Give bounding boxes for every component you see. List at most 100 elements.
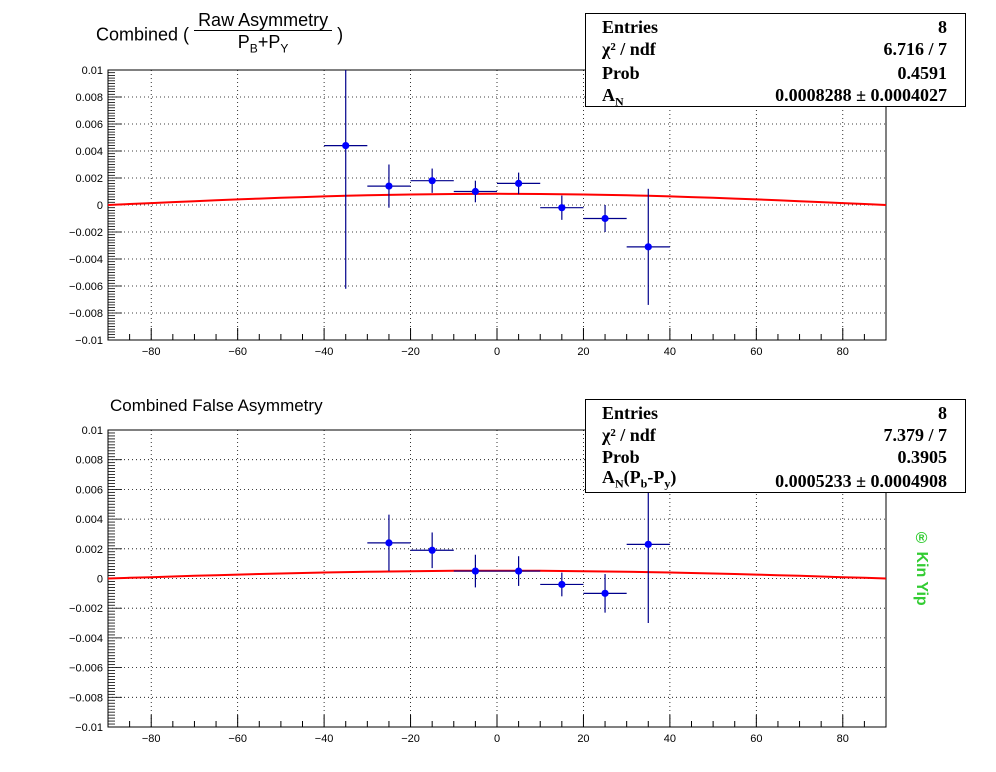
data-point: [367, 514, 411, 572]
stats-an-value: 0.0008288 ± 0.0004027: [775, 85, 947, 105]
data-point: [367, 164, 411, 208]
stats-prob-label: Prob: [602, 447, 640, 467]
panel1-title-denominator: PB+PY: [194, 31, 332, 60]
data-point: [453, 554, 497, 588]
data-point: [626, 188, 670, 305]
y-tick-label: 0.006: [75, 119, 103, 131]
y-tick-label: −0.01: [75, 722, 103, 734]
y-tick-label: 0.008: [75, 92, 103, 104]
data-point: [324, 70, 368, 289]
y-tick-label: 0.006: [75, 484, 103, 496]
point-marker: [558, 580, 566, 589]
point-marker: [342, 142, 350, 150]
stats-entries-row: Entries 8: [602, 402, 947, 424]
x-tick-label: −20: [401, 733, 420, 745]
y-tick-label: 0: [97, 200, 103, 212]
panel1-title-fraction: Raw Asymmetry PB+PY: [194, 10, 333, 60]
stats-an-row: AN(Pb-Py) 0.0005233 ± 0.0004908: [602, 466, 947, 491]
denom-plus-p: +P: [257, 32, 281, 52]
y-tick-label: −0.004: [69, 254, 103, 266]
stats-entries-row: Entries 8: [602, 16, 947, 38]
stats-chi-value: 6.716 / 7: [883, 39, 947, 59]
data-point: [583, 205, 627, 232]
y-tick-label: −0.008: [69, 692, 103, 704]
denom-sub-b: B: [249, 41, 258, 56]
x-tick-label: −80: [142, 733, 161, 745]
point-marker: [428, 546, 436, 554]
stats-an-value: 0.0005233 ± 0.0004908: [775, 471, 947, 491]
data-point: [540, 572, 584, 597]
denom-p: P: [237, 32, 250, 52]
stats-chi-label: χ² / ndf: [602, 39, 656, 59]
point-marker: [385, 539, 393, 547]
panel1-plot: −80 −60 −40 −20 0 20 40 60 80 −0.01 −0.008 −0.006 −0…: [69, 65, 887, 358]
point-marker: [644, 243, 652, 251]
panel1-title-prefix: Combined (: [96, 24, 190, 45]
panel1-title: Combined ( Raw Asymmetry PB+PY ): [96, 10, 343, 60]
fit-curve: [107, 192, 887, 206]
an-suffix-close: ): [670, 467, 677, 487]
an-suffix-minus: -P: [647, 467, 665, 487]
stats-chi-row: χ² / ndf 6.716 / 7: [602, 38, 947, 60]
y-tick-label: 0: [97, 574, 103, 586]
stats-prob-row: Prob 0.3905: [602, 446, 947, 468]
point-marker: [471, 567, 479, 575]
an-suffix: (P: [623, 467, 641, 487]
an-subscript: N: [615, 94, 624, 109]
stats-prob-value: 0.4591: [897, 63, 948, 83]
x-tick-label: −40: [315, 346, 334, 358]
stats-entries-value: 8: [938, 17, 947, 37]
x-tick-label: 40: [664, 733, 676, 745]
y-tick-label: −0.006: [69, 281, 103, 293]
point-marker: [385, 182, 393, 190]
data-point: [453, 180, 497, 203]
y-tick-label: −0.002: [69, 227, 103, 239]
stats-an-label: AN(Pb-Py): [602, 466, 676, 495]
x-tick-label: 40: [664, 346, 676, 358]
an-letter: A: [602, 467, 615, 487]
point-marker: [471, 187, 479, 196]
x-tick-label: 60: [750, 346, 762, 358]
stats-prob-label: Prob: [602, 63, 640, 83]
panel1-title-numerator: Raw Asymmetry: [194, 10, 333, 31]
y-tick-label: −0.01: [75, 335, 103, 347]
watermark-text: ® Kin Yip: [913, 530, 930, 606]
data-point: [410, 168, 454, 193]
x-tick-label: −80: [142, 346, 161, 358]
x-tick-label: 20: [577, 733, 589, 745]
stats-prob-value: 0.3905: [897, 447, 948, 467]
x-tick-label: −60: [228, 346, 247, 358]
x-tick-label: 0: [494, 346, 500, 358]
data-point: [497, 556, 541, 586]
panel2-title: Combined False Asymmetry: [110, 396, 323, 415]
stats-chi-value: 7.379 / 7: [883, 425, 947, 445]
x-tick-label: −20: [401, 346, 420, 358]
an-subscript-y: y: [664, 476, 671, 491]
point-marker: [428, 177, 436, 185]
point-marker: [515, 567, 523, 575]
data-point: [583, 574, 627, 613]
stats-entries-label: Entries: [602, 17, 658, 37]
stats-prob-row: Prob 0.4591: [602, 62, 947, 84]
x-tick-label: 0: [494, 733, 500, 745]
y-tick-label: −0.006: [69, 663, 103, 675]
stats-chi-label: χ² / ndf: [602, 425, 656, 445]
y-tick-label: −0.004: [69, 633, 103, 645]
y-tick-label: 0.01: [82, 65, 103, 77]
x-tick-label: −40: [315, 733, 334, 745]
data-point: [410, 532, 454, 569]
y-tick-label: 0.01: [82, 425, 103, 437]
x-tick-label: 80: [837, 733, 849, 745]
stats-entries-label: Entries: [602, 403, 658, 423]
y-tick-label: −0.002: [69, 603, 103, 615]
point-marker: [601, 589, 609, 597]
data-point: [540, 195, 584, 220]
an-letter: A: [602, 85, 615, 105]
stats-an-row: AN 0.0008288 ± 0.0004027: [602, 84, 947, 109]
point-marker: [601, 214, 609, 223]
point-marker: [515, 179, 523, 187]
panel2-stats-box: Entries 8 χ² / ndf 7.379 / 7 Prob 0.3905…: [585, 399, 966, 493]
x-tick-label: −60: [228, 733, 247, 745]
y-tick-label: −0.008: [69, 308, 103, 320]
